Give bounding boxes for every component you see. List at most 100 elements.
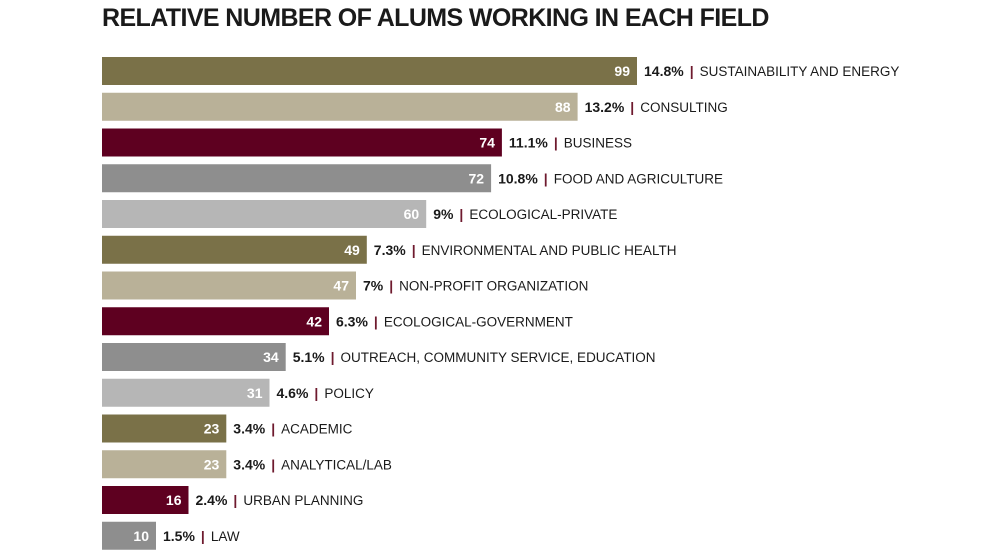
bar-info-label: 2.4% | URBAN PLANNING	[196, 492, 364, 508]
bar-row: 47 7% | NON-PROFIT ORGANIZATION	[102, 271, 588, 300]
bar-separator: |	[233, 492, 237, 508]
bar-category-label: LAW	[211, 529, 240, 544]
bar	[102, 343, 286, 371]
bar	[102, 92, 578, 121]
bar-value-label: 72	[469, 170, 485, 186]
bar-row: 23 3.4% | ANALYTICAL/LAB	[102, 450, 392, 479]
bar	[102, 235, 367, 264]
bar-row: 23 3.4% | ACADEMIC	[102, 414, 353, 443]
bar-separator: |	[630, 99, 634, 115]
bar-value-label: 47	[333, 278, 349, 294]
bar-row: 99 14.8% | SUSTAINABILITY AND ENERGY	[102, 57, 899, 85]
bar-category-label: ENVIRONMENTAL AND PUBLIC HEALTH	[422, 243, 677, 258]
bar-value-label: 99	[614, 63, 630, 79]
bar-percent-label: 10.8%	[498, 170, 538, 186]
bar-percent-label: 4.6%	[277, 385, 309, 401]
bar-percent-label: 1.5%	[163, 528, 195, 544]
bar-separator: |	[314, 385, 318, 401]
bar-separator: |	[271, 421, 275, 437]
bar-category-label: ECOLOGICAL-PRIVATE	[469, 207, 617, 222]
bar-category-label: BUSINESS	[564, 136, 632, 151]
bar-value-label: 31	[247, 385, 263, 401]
bar-info-label: 13.2% | CONSULTING	[585, 99, 728, 115]
bar-percent-label: 14.8%	[644, 63, 684, 79]
bar-separator: |	[544, 170, 548, 186]
bar	[102, 164, 492, 193]
bar-separator: |	[331, 349, 335, 365]
bar-percent-label: 11.1%	[509, 135, 548, 151]
bar-value-label: 23	[204, 421, 220, 437]
bar-percent-label: 6.3%	[336, 313, 368, 329]
bar-row: 60 9% | ECOLOGICAL-PRIVATE	[102, 200, 617, 228]
bar-separator: |	[374, 313, 378, 329]
bar-percent-label: 7%	[363, 278, 384, 294]
bar	[102, 378, 270, 407]
bar-value-label: 10	[133, 528, 149, 544]
bar-category-label: FOOD AND AGRICULTURE	[554, 171, 723, 186]
bar-percent-label: 3.4%	[233, 421, 265, 437]
bar-row: 10 1.5% | LAW	[102, 521, 240, 550]
bar-percent-label: 7.3%	[374, 242, 406, 258]
bar-row: 31 4.6% | POLICY	[102, 378, 374, 407]
bar-category-label: SUSTAINABILITY AND ENERGY	[700, 64, 900, 79]
bar-category-label: ANALYTICAL/LAB	[281, 457, 392, 472]
bar-value-label: 74	[479, 135, 495, 151]
bar-value-label: 23	[204, 456, 220, 472]
bar-info-label: 4.6% | POLICY	[277, 385, 374, 401]
bar-percent-label: 13.2%	[585, 99, 625, 115]
bar-row: 16 2.4% | URBAN PLANNING	[102, 486, 363, 514]
bar-info-label: 3.4% | ACADEMIC	[233, 421, 352, 437]
bar-value-label: 60	[404, 206, 420, 222]
bar	[102, 57, 637, 85]
bar-separator: |	[690, 63, 694, 79]
bar-row: 34 5.1% | OUTREACH, COMMUNITY SERVICE, EDUC…	[102, 343, 656, 371]
bar-info-label: 11.1% | BUSINESS	[509, 135, 632, 151]
bar-row: 88 13.2% | CONSULTING	[102, 92, 728, 121]
bar	[102, 128, 502, 157]
bar-category-label: URBAN PLANNING	[243, 493, 363, 508]
bar-separator: |	[271, 456, 275, 472]
bar	[102, 414, 227, 443]
bar-value-label: 88	[555, 99, 571, 115]
bar-row: 49 7.3% | ENVIRONMENTAL AND PUBLIC HEALTH	[102, 235, 677, 264]
bar-separator: |	[201, 528, 205, 544]
bar-value-label: 34	[263, 349, 279, 365]
bar-separator: |	[459, 206, 463, 222]
bar-info-label: 1.5% | LAW	[163, 528, 240, 544]
bar-info-label: 6.3% | ECOLOGICAL-GOVERNMENT	[336, 313, 573, 329]
bar-row: 74 11.1% | BUSINESS	[102, 128, 632, 157]
bar-percent-label: 2.4%	[196, 492, 228, 508]
bar-category-label: POLICY	[324, 386, 374, 401]
bar-separator: |	[412, 242, 416, 258]
bar-info-label: 9% | ECOLOGICAL-PRIVATE	[433, 206, 617, 222]
bar-info-label: 5.1% | OUTREACH, COMMUNITY SERVICE, EDUCAT…	[293, 349, 656, 365]
bar-value-label: 49	[344, 242, 360, 258]
bar-percent-label: 9%	[433, 206, 454, 222]
bar-separator: |	[389, 278, 393, 294]
bar-info-label: 7.3% | ENVIRONMENTAL AND PUBLIC HEALTH	[374, 242, 677, 258]
bar-info-label: 7% | NON-PROFIT ORGANIZATION	[363, 278, 588, 294]
bar	[102, 450, 227, 479]
bar-row: 72 10.8% | FOOD AND AGRICULTURE	[102, 164, 723, 193]
bar-separator: |	[554, 135, 558, 151]
bar	[102, 521, 156, 550]
bars-group: 99 14.8% | SUSTAINABILITY AND ENERGY 88 13.2%…	[102, 57, 899, 550]
bar-category-label: CONSULTING	[640, 100, 728, 115]
bar	[102, 271, 356, 300]
bar-value-label: 42	[306, 313, 322, 329]
bar-percent-label: 5.1%	[293, 349, 325, 365]
bar-percent-label: 3.4%	[233, 456, 265, 472]
bar-info-label: 14.8% | SUSTAINABILITY AND ENERGY	[644, 63, 899, 79]
bar-category-label: ECOLOGICAL-GOVERNMENT	[384, 314, 573, 329]
bar	[102, 307, 329, 336]
bar-info-label: 10.8% | FOOD AND AGRICULTURE	[498, 170, 723, 186]
bar	[102, 486, 189, 514]
bar	[102, 200, 427, 228]
bar-value-label: 16	[166, 492, 182, 508]
chart-title: RELATIVE NUMBER OF ALUMS WORKING IN EACH…	[102, 4, 769, 32]
bar-category-label: OUTREACH, COMMUNITY SERVICE, EDUCATION	[341, 350, 656, 365]
bar-category-label: NON-PROFIT ORGANIZATION	[399, 279, 588, 294]
bar-row: 42 6.3% | ECOLOGICAL-GOVERNMENT	[102, 307, 573, 336]
bar-info-label: 3.4% | ANALYTICAL/LAB	[233, 456, 392, 472]
